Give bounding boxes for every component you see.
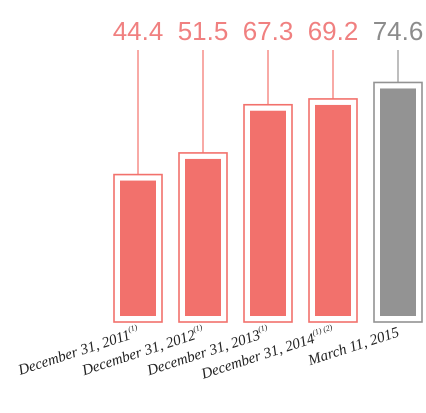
- bar: [250, 110, 286, 316]
- value-label: 44.4: [113, 16, 164, 46]
- category-footnote: (1): [127, 323, 139, 335]
- bar: [120, 180, 156, 316]
- category-footnote: (1): [257, 323, 269, 335]
- value-label: 74.6: [373, 16, 424, 46]
- bar: [380, 88, 416, 316]
- value-label: 67.3: [243, 16, 294, 46]
- category-footnote: (1) (2): [311, 323, 334, 338]
- value-label: 69.2: [308, 16, 359, 46]
- bar: [315, 104, 351, 316]
- value-label: 51.5: [178, 16, 229, 46]
- bar: [185, 158, 221, 316]
- category-footnote: (1): [192, 323, 204, 335]
